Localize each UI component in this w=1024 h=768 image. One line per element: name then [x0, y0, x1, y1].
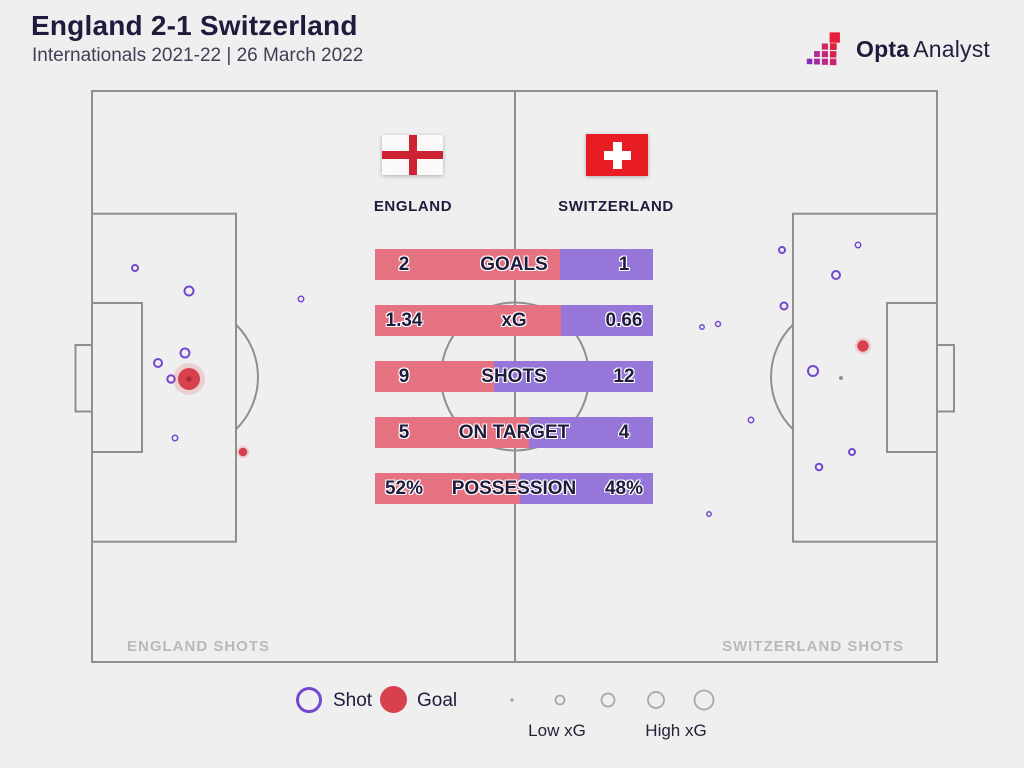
- shot-marker: [183, 285, 195, 297]
- shot-marker: [747, 416, 755, 424]
- shot-marker: [831, 270, 841, 280]
- away-bar-segment: [529, 417, 653, 448]
- shot-marker: [297, 295, 305, 303]
- shot-marker: [778, 246, 786, 254]
- home-bar-segment: [375, 473, 520, 504]
- stats-comparison: 2 GOALS 1 1.34 xG 0.66 9 SHOTS 12 5 ON TARGET 4 52% P…: [375, 249, 653, 529]
- stat-row-xg: 1.34 xG 0.66: [375, 305, 653, 336]
- right-six-yard-box: [886, 302, 938, 453]
- away-stat-value: 4: [618, 422, 630, 443]
- xg-scale-circle: [554, 694, 566, 706]
- shot-marker: [779, 301, 789, 311]
- shot-marker: [179, 347, 191, 359]
- shot-markers-layer: [131, 241, 872, 517]
- goal-legend-label: Goal: [417, 690, 458, 711]
- opta-stairs-icon: [806, 32, 840, 66]
- away-shots-caption: SWITZERLAND SHOTS: [722, 638, 904, 655]
- shot-marker: [166, 374, 176, 384]
- stat-label: POSSESSION: [451, 478, 577, 499]
- shot-marker: [854, 241, 862, 249]
- penalty-goal-center-dot: [186, 376, 192, 382]
- shot-legend-label: Shot: [333, 690, 373, 711]
- home-stat-value: 52%: [384, 478, 424, 499]
- shot-marker: [153, 358, 163, 368]
- shot-legend-icon: [296, 687, 322, 713]
- away-team-label: SWITZERLAND: [558, 198, 674, 215]
- left-penalty-box: [91, 212, 237, 543]
- xg-scale-circle: [693, 689, 715, 711]
- xg-scale-circle: [647, 691, 665, 709]
- home-bar-segment: [375, 305, 562, 336]
- left-six-yard-box: [91, 302, 143, 453]
- stat-row-shots: 9 SHOTS 12: [375, 361, 653, 392]
- shot-marker: [131, 264, 139, 272]
- away-stat-value: 48%: [604, 478, 644, 499]
- away-stat-value: 12: [613, 366, 635, 387]
- home-bar-segment: [375, 361, 495, 392]
- shot-marker: [807, 365, 819, 377]
- shot-marker: [699, 324, 705, 330]
- home-stat-value: 5: [398, 422, 410, 443]
- high-xg-label: High xG: [645, 721, 707, 740]
- stat-row-possession: 52% POSSESSION 48%: [375, 473, 653, 504]
- logo-text-light: Analyst: [913, 35, 991, 62]
- shot-marker: [171, 434, 179, 442]
- right-penalty-spot: [839, 376, 843, 380]
- shot-marker: [714, 320, 722, 328]
- st-george-cross-horizontal: [382, 151, 443, 159]
- left-goal: [74, 344, 93, 413]
- xg-scale-circle: [510, 698, 514, 702]
- match-title: England 2-1 Switzerland: [31, 10, 358, 41]
- right-goal: [936, 344, 955, 413]
- away-bar-segment: [519, 473, 653, 504]
- away-stat-value: 1: [618, 254, 630, 275]
- stat-label: GOALS: [480, 254, 548, 275]
- home-stat-value: 9: [398, 366, 410, 387]
- home-stat-value: 2: [398, 254, 410, 275]
- goal-marker: [857, 340, 869, 352]
- goal-marker: [238, 447, 248, 457]
- stat-label: xG: [501, 310, 527, 331]
- away-bar-segment: [560, 249, 653, 280]
- home-stat-value: 1.34: [385, 310, 423, 331]
- stat-label: ON TARGET: [458, 422, 570, 443]
- low-xg-label: Low xG: [528, 721, 586, 740]
- away-stat-value: 0.66: [605, 310, 643, 331]
- shot-marker: [814, 462, 824, 472]
- switzerland-flag: [586, 134, 648, 176]
- shot-marker: [848, 448, 856, 456]
- xg-scale-circle: [600, 692, 616, 708]
- opta-analyst-logo: Opta Analyst: [806, 28, 990, 70]
- home-bar-segment: [375, 249, 561, 280]
- stat-label: SHOTS: [481, 366, 547, 387]
- goal-legend-icon: [380, 686, 407, 713]
- away-bar-segment: [561, 305, 653, 336]
- home-bar-segment: [375, 417, 530, 448]
- away-bar-segment: [494, 361, 653, 392]
- left-penalty-arc: [235, 323, 259, 431]
- stat-row-goals: 2 GOALS 1: [375, 249, 653, 280]
- right-penalty-box: [792, 212, 938, 543]
- england-flag: [382, 135, 443, 175]
- home-shots-caption: ENGLAND SHOTS: [127, 638, 271, 655]
- xg-size-scale: [510, 689, 715, 711]
- swiss-cross-horizontal: [603, 150, 631, 160]
- home-team-label: ENGLAND: [373, 198, 453, 215]
- logo-text-bold: Opta: [856, 35, 910, 62]
- match-subtitle: Internationals 2021-22 | 26 March 2022: [32, 45, 364, 66]
- stat-row-on-target: 5 ON TARGET 4: [375, 417, 653, 448]
- right-penalty-arc: [770, 323, 794, 431]
- shot-marker: [706, 511, 712, 517]
- logo-wordmark: Opta Analyst: [856, 36, 990, 63]
